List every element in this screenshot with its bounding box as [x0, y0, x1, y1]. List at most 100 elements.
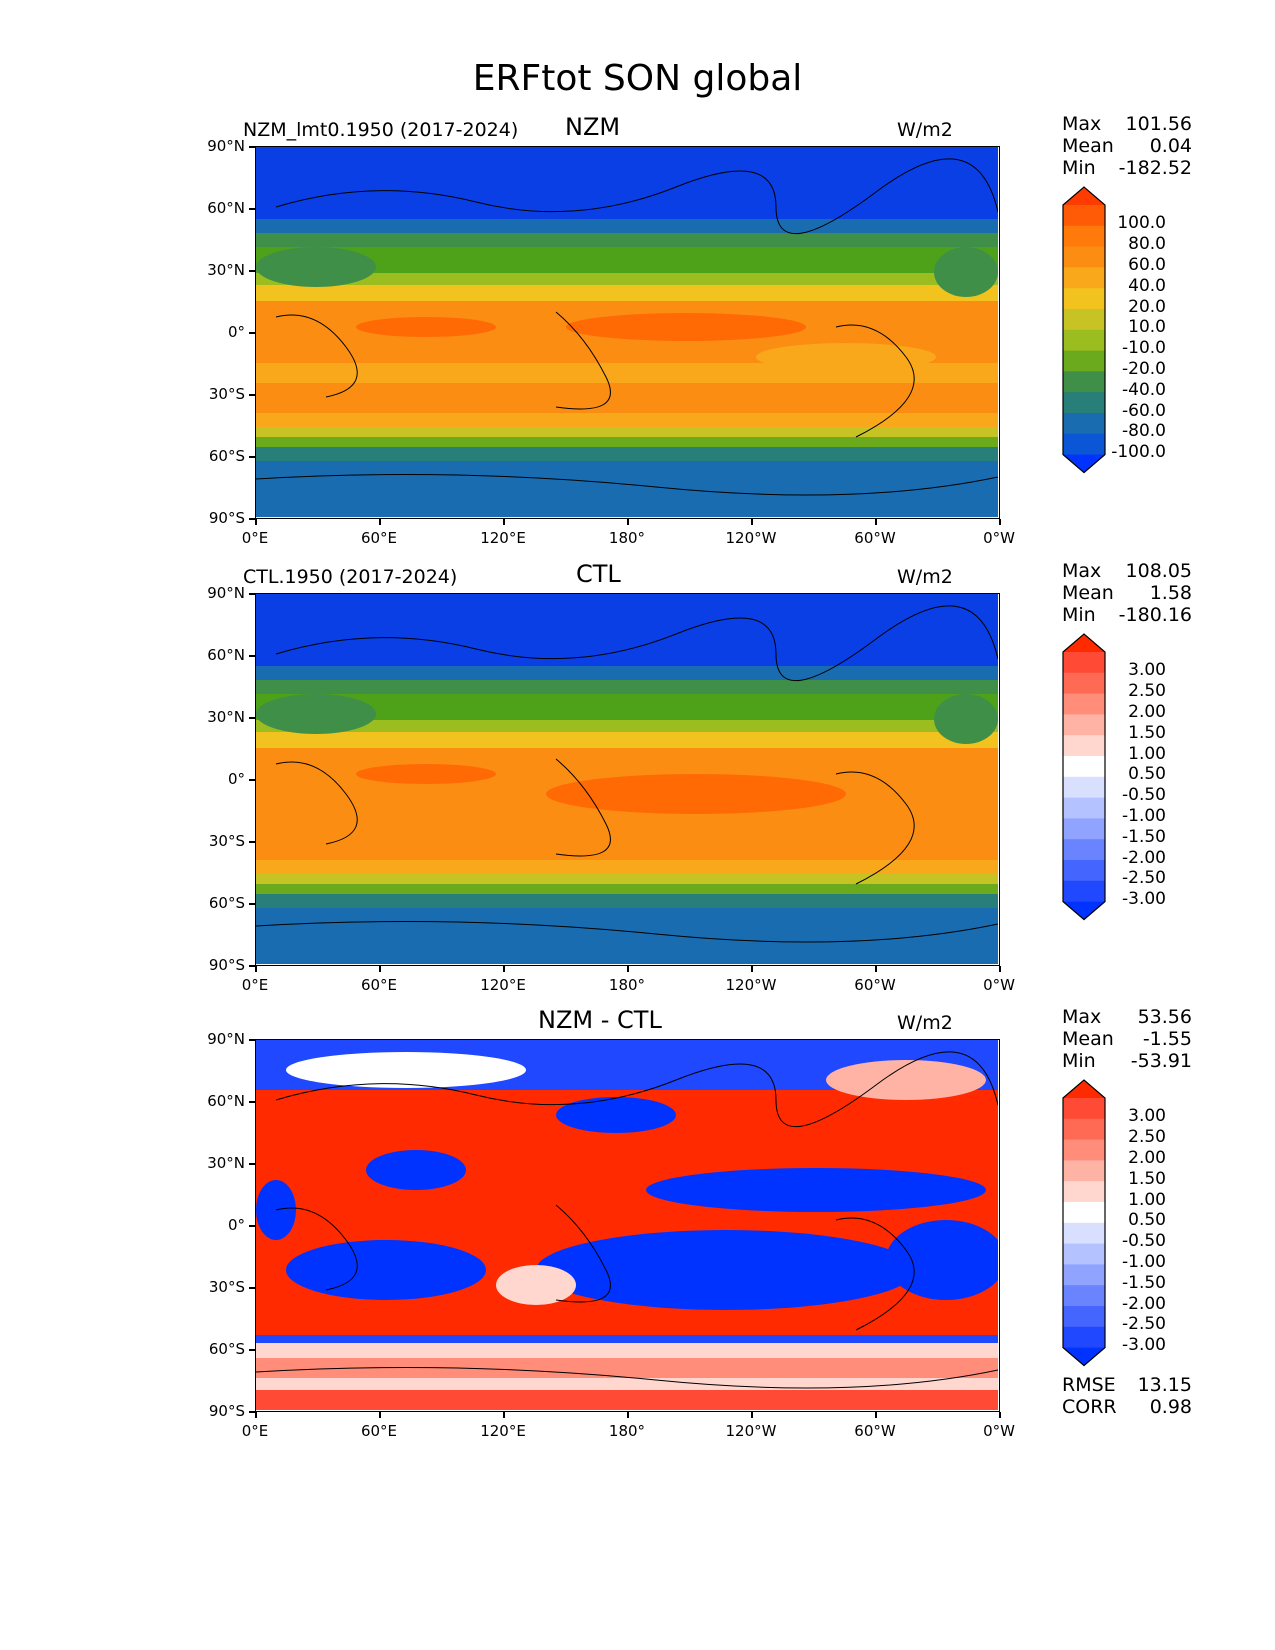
colorbar-tick-label: -3.00: [1122, 1335, 1166, 1356]
lat-tick-label: 30°S: [208, 832, 245, 850]
colorbar: [1062, 633, 1106, 921]
colorbar-segment: [1063, 246, 1105, 268]
lon-tick-label: 120°E: [480, 1422, 526, 1440]
lon-tick-mark: [751, 966, 753, 972]
colorbar-segment: [1063, 839, 1105, 861]
lon-tick-label: 0°E: [241, 529, 269, 547]
colorbar-segment: [1063, 652, 1105, 674]
colorbar-tick-label: 1.00: [1128, 1189, 1166, 1210]
lat-tick-label: 90°N: [207, 584, 245, 602]
lon-tick-mark: [999, 1412, 1001, 1418]
colorbar: [1062, 1079, 1106, 1367]
stat-max-label: Max: [1062, 1006, 1102, 1028]
colorbar-tick-label: -1.00: [1122, 1252, 1166, 1272]
stat-mean: 1.58: [1149, 582, 1192, 604]
colorbar-segment: [1063, 413, 1105, 435]
lat-tick-mark: [249, 1225, 255, 1227]
lon-tick-mark: [751, 519, 753, 525]
colorbar-tick-label: 100.0: [1117, 213, 1166, 234]
stat-mean-label: Mean: [1062, 582, 1114, 604]
colorbar-tick-label: -10.0: [1122, 338, 1166, 359]
colorbar-outline: [1062, 633, 1106, 921]
lon-tick-label: 120°W: [725, 976, 777, 994]
colorbar-segment: [1063, 1118, 1105, 1141]
rmse-value: 13.15: [1137, 1374, 1192, 1396]
lon-tick-label: 120°E: [480, 976, 526, 994]
corr-value: 0.98: [1149, 1396, 1192, 1418]
lon-tick-mark: [627, 1412, 629, 1418]
colorbar-segment: [1063, 1264, 1105, 1286]
lon-tick-label: 60°E: [360, 529, 398, 547]
lat-tick-mark: [249, 208, 255, 210]
lat-tick-mark: [249, 655, 255, 657]
lon-tick-label: 60°W: [854, 1422, 896, 1440]
lat-tick-mark: [249, 332, 255, 334]
colorbar-tick-label: -3.00: [1122, 889, 1166, 910]
lat-tick-label: 60°S: [208, 447, 245, 465]
lon-tick-mark: [379, 519, 381, 525]
lon-tick-label: 120°E: [480, 529, 526, 547]
lat-tick-mark: [249, 965, 255, 967]
metrics-block: RMSE 13.15 CORR 0.98: [1062, 1374, 1192, 1418]
colorbar-segment: [1063, 818, 1105, 840]
lat-tick-mark: [249, 779, 255, 781]
stat-mean: 0.04: [1149, 135, 1192, 157]
colorbar-segment: [1063, 797, 1105, 819]
colorbar-tick-label: -100.0: [1111, 442, 1166, 463]
lat-tick-mark: [249, 146, 255, 148]
colorbar-tick-label: 40.0: [1128, 275, 1166, 296]
panel-units: W/m2: [897, 566, 953, 588]
lat-tick-mark: [249, 717, 255, 719]
panel-title: CTL: [576, 560, 621, 588]
stat-mean: -1.55: [1142, 1028, 1192, 1050]
lat-tick-label: 60°S: [208, 1340, 245, 1358]
colorbar-segment: [1063, 735, 1105, 757]
lon-tick-mark: [999, 519, 1001, 525]
rmse-label: RMSE: [1062, 1374, 1116, 1396]
colorbar-segment: [1063, 392, 1105, 414]
panel-units: W/m2: [897, 119, 953, 141]
lon-tick-mark: [503, 519, 505, 525]
colorbar-tick-label: 2.50: [1128, 1127, 1166, 1148]
map-field-svg: [256, 594, 998, 964]
panel-ctl: CTL.1950 (2017-2024) CTL W/m2 Max: [0, 0, 1275, 966]
lon-tick-label: 180°: [608, 1422, 646, 1440]
lon-tick-mark: [379, 966, 381, 972]
lat-tick-label: 30°S: [208, 1278, 245, 1296]
panel-title: NZM - CTL: [538, 1006, 662, 1034]
colorbar-segment: [1063, 371, 1105, 393]
colorbar-tick-label: 3.00: [1128, 660, 1166, 681]
stat-max: 101.56: [1125, 113, 1192, 135]
colorbar-tick-label: 1.50: [1128, 1168, 1166, 1189]
colorbar-tick-label: -2.50: [1122, 1314, 1166, 1335]
colorbar-tick-label: 0.50: [1128, 1210, 1166, 1231]
stat-mean-label: Mean: [1062, 1028, 1114, 1050]
lon-tick-mark: [627, 966, 629, 972]
colorbar-segment: [1063, 433, 1105, 456]
colorbar-segment: [1063, 714, 1105, 736]
stat-min-label: Min: [1062, 157, 1096, 179]
lon-tick-label: 120°W: [725, 1422, 777, 1440]
colorbar-tick-label: -40.0: [1122, 379, 1166, 400]
colorbar-segment: [1063, 1222, 1105, 1245]
lat-tick-label: 30°N: [207, 708, 245, 726]
colorbar-segment: [1063, 350, 1105, 372]
lat-tick-label: 30°N: [207, 261, 245, 279]
map-nzm: [255, 146, 1000, 519]
lon-tick-label: 0°E: [241, 976, 269, 994]
lon-tick-label: 0°E: [241, 1422, 269, 1440]
colorbar-tick-label: 2.00: [1128, 702, 1166, 722]
colorbar-outline: [1062, 1079, 1106, 1367]
colorbar-segment: [1063, 309, 1105, 331]
colorbar-tick-label: 1.00: [1128, 743, 1166, 764]
colorbar-extend-top: [1063, 1080, 1105, 1098]
lat-tick-label: 90°S: [208, 956, 245, 974]
colorbar-segment: [1063, 329, 1105, 352]
lat-tick-label: 60°S: [208, 894, 245, 912]
lon-tick-mark: [875, 1412, 877, 1418]
lon-tick-mark: [875, 519, 877, 525]
lat-tick-mark: [249, 456, 255, 458]
lon-tick-label: 0°W: [983, 529, 1015, 547]
colorbar-tick-label: -60.0: [1122, 400, 1166, 421]
panel-nzm: NZM_lmt0.1950 (2017-2024) NZM W/m2: [0, 0, 1275, 519]
